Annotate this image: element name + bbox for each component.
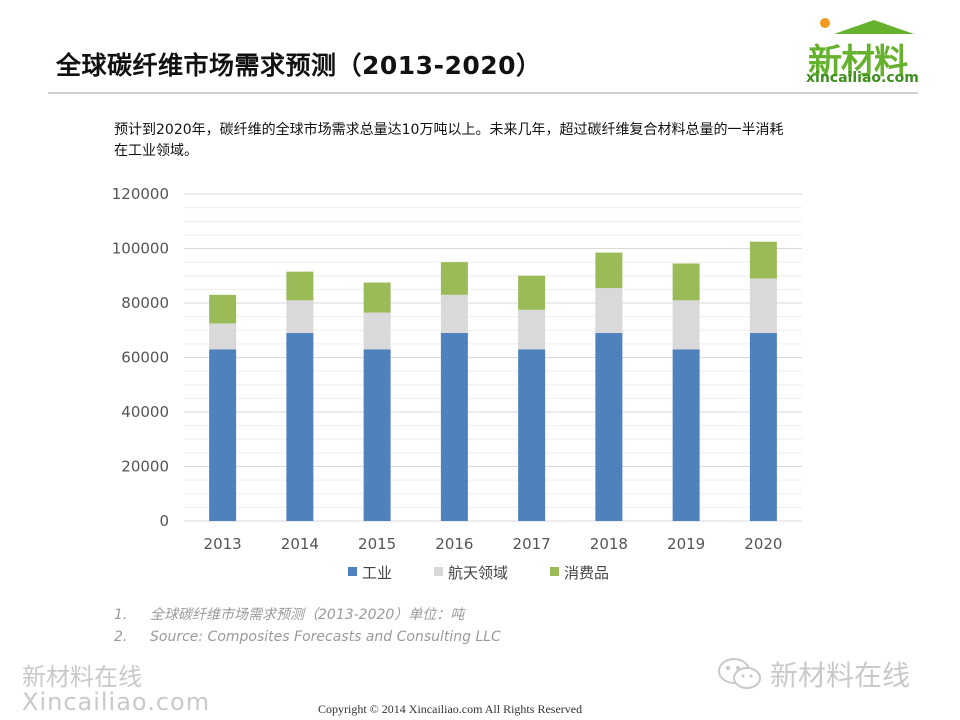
legend-label: 航天领域 bbox=[448, 564, 508, 582]
bar-segment bbox=[209, 323, 237, 350]
y-tick-label: 60000 bbox=[121, 349, 169, 367]
wechat-icon bbox=[718, 658, 761, 689]
logo-main-text: 新材料 bbox=[808, 42, 908, 82]
bar-segment bbox=[286, 332, 314, 521]
bar-segment bbox=[440, 262, 468, 295]
bar-segment bbox=[518, 275, 546, 310]
bar-segment bbox=[595, 332, 623, 521]
bar-segment bbox=[518, 309, 546, 350]
bar-segment bbox=[363, 282, 391, 313]
x-tick-label: 2015 bbox=[358, 535, 396, 553]
y-tick-label: 0 bbox=[159, 512, 169, 530]
x-tick-label: 2018 bbox=[590, 535, 628, 553]
x-tick-label: 2017 bbox=[513, 535, 551, 553]
copyright-text: Copyright © 2014 Xincailiao.com All Righ… bbox=[318, 702, 583, 716]
bar-segment bbox=[749, 332, 777, 521]
watermark-brand-cn: 新材料在线 bbox=[22, 663, 142, 691]
note-item: 1. 全球碳纤维市场需求预测（2013-2020）单位：吨 bbox=[114, 604, 501, 626]
bar-segment bbox=[440, 332, 468, 521]
legend-swatch bbox=[550, 567, 559, 576]
bar-segment bbox=[518, 349, 546, 521]
y-tick-label: 40000 bbox=[121, 403, 169, 421]
note-item: 2. Source: Composites Forecasts and Consu… bbox=[114, 626, 501, 648]
logo-roof-icon bbox=[834, 20, 914, 34]
watermark-brand-en: Xincailiao.com bbox=[22, 688, 211, 716]
watermark-wechat-name: 新材料在线 bbox=[770, 659, 911, 692]
brand-logo: 新材料 xincailiao.com bbox=[804, 18, 922, 88]
y-tick-label: 100000 bbox=[112, 240, 169, 258]
bar-segment bbox=[672, 263, 700, 301]
bar-segment bbox=[672, 300, 700, 350]
description-text: 预计到2020年，碳纤维的全球市场需求总量达10万吨以上。未来几年，超过碳纤维复… bbox=[114, 122, 784, 159]
logo-sub-text: xincailiao.com bbox=[806, 70, 919, 86]
bar-segment bbox=[209, 349, 237, 521]
note-text: 全球碳纤维市场需求预测（2013-2020）单位：吨 bbox=[150, 607, 465, 623]
note-number: 1. bbox=[114, 607, 128, 623]
legend-label: 工业 bbox=[362, 564, 392, 582]
bar-segment bbox=[749, 278, 777, 333]
bar-segment bbox=[440, 294, 468, 333]
x-tick-label: 2020 bbox=[744, 535, 782, 553]
note-number: 2. bbox=[114, 629, 128, 645]
legend-label: 消费品 bbox=[564, 564, 609, 582]
legend-swatch bbox=[434, 567, 443, 576]
note-text: Source: Composites Forecasts and Consult… bbox=[150, 629, 501, 645]
x-tick-label: 2014 bbox=[281, 535, 319, 553]
stacked-bar-chart: 0 20000 40000 60000 80000 100000 120000 2013 201… bbox=[112, 185, 802, 582]
bar-segment bbox=[363, 349, 391, 521]
page-title: 全球碳纤维市场需求预测（2013-2020） bbox=[56, 51, 542, 80]
y-tick-label: 20000 bbox=[121, 458, 169, 476]
bar-segment bbox=[749, 241, 777, 279]
bar-segment bbox=[209, 294, 237, 324]
bar-segment bbox=[672, 349, 700, 521]
y-tick-label: 120000 bbox=[112, 185, 169, 203]
chart-notes: 1. 全球碳纤维市场需求预测（2013-2020）单位：吨 2. Source: C… bbox=[114, 604, 501, 648]
logo-dot bbox=[820, 18, 830, 28]
y-tick-label: 80000 bbox=[121, 294, 169, 312]
bar-segment bbox=[595, 288, 623, 333]
x-tick-label: 2016 bbox=[435, 535, 473, 553]
bar-segment bbox=[286, 300, 314, 333]
bar-segment bbox=[363, 312, 391, 350]
bar-segment bbox=[595, 252, 623, 289]
x-tick-label: 2013 bbox=[204, 535, 242, 553]
title-divider bbox=[48, 92, 918, 94]
bar-segment bbox=[286, 271, 314, 301]
legend-swatch bbox=[348, 567, 357, 576]
x-tick-label: 2019 bbox=[667, 535, 705, 553]
